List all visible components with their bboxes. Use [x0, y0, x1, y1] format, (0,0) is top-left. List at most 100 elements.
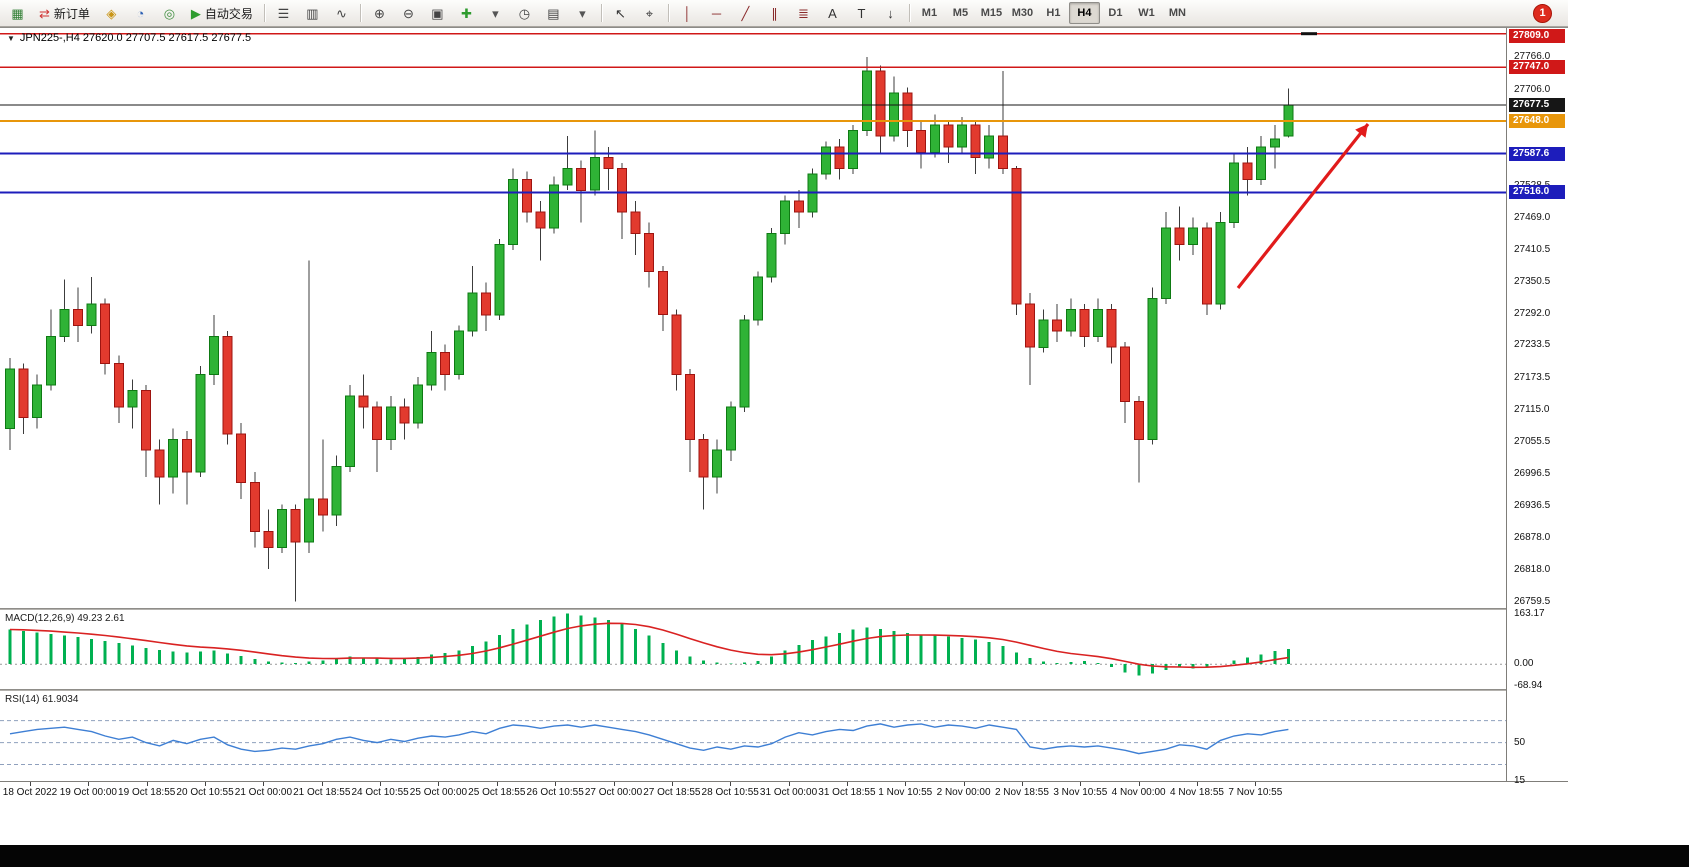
time-axis-label: 2 Nov 18:55: [994, 787, 1049, 798]
new-order-button[interactable]: ⇄ 新订单: [32, 1, 97, 25]
macd-panel-canvas[interactable]: [0, 610, 1506, 689]
toolbar-separator: [908, 4, 910, 22]
timeframe-D1[interactable]: D1: [1108, 7, 1123, 19]
navigator-icon[interactable]: ◎: [155, 1, 184, 25]
taskbar[interactable]: [0, 845, 1689, 867]
market-watch-icon[interactable]: ◔: [126, 1, 155, 25]
price-tag: 27677.5: [1509, 97, 1565, 112]
metaeditor-icon[interactable]: ◈: [97, 1, 126, 25]
candle-down: [113, 363, 124, 408]
candle-up: [508, 178, 519, 245]
line-chart-icon[interactable]: ∿: [327, 1, 356, 25]
notification-badge[interactable]: 1: [1533, 3, 1552, 23]
zoom-in-icon[interactable]: ⊕: [365, 1, 394, 25]
candle-down: [685, 373, 695, 440]
candle-up: [1269, 138, 1280, 148]
candle-up: [1256, 146, 1267, 180]
candlestick-chart-icon[interactable]: ▥: [298, 1, 327, 25]
cursor-icon[interactable]: ↖: [606, 1, 635, 25]
candle-up: [45, 335, 56, 386]
chart-title: ▼ JPN225-,H4 27620.0 27707.5 27617.5 276…: [7, 32, 251, 44]
autotrading-button-label: 自动交易: [204, 6, 253, 21]
candle-down: [481, 292, 491, 316]
timeframe-W1[interactable]: W1: [1138, 7, 1155, 19]
timeframe-M1[interactable]: M1: [921, 7, 938, 19]
templates-dropdown-icon-glyph: ▾: [579, 5, 586, 21]
candle-down: [834, 146, 845, 170]
time-axis-label: 21 Oct 18:55: [293, 787, 351, 798]
equidistant-channel-icon[interactable]: ∥: [760, 1, 789, 25]
candle-up: [5, 368, 15, 429]
candle-up: [889, 92, 899, 137]
time-axis[interactable]: 18 Oct 2022 19 Oct 00:00 19 Oct 18:55 20 Oc…: [0, 781, 1568, 803]
price-axis[interactable]: 27766.027706.027647.827588.027528.527469…: [1506, 28, 1568, 786]
price-chart-canvas[interactable]: [0, 28, 1506, 608]
text-icon[interactable]: A: [818, 1, 847, 25]
time-axis-label: 3 Nov 10:55: [1053, 787, 1108, 798]
time-axis-tick: [1021, 782, 1023, 786]
timeframe-H1[interactable]: H1: [1046, 7, 1061, 19]
panel-splitter[interactable]: [0, 608, 1568, 610]
candle-down: [902, 92, 913, 132]
time-axis-label: 1 Nov 10:55: [878, 787, 933, 798]
timeframe-H4[interactable]: H4: [1068, 2, 1100, 24]
indicators-icon[interactable]: ✚: [452, 1, 481, 25]
candle-down: [290, 509, 301, 543]
templates-dropdown-icon[interactable]: ▾: [568, 1, 597, 25]
horizontal-line-icon[interactable]: ─: [702, 1, 731, 25]
trendline-icon[interactable]: ╱: [731, 1, 760, 25]
annotation-arrow: [1236, 123, 1370, 289]
candle-up: [331, 465, 342, 516]
timeframe-MN[interactable]: MN: [1168, 7, 1186, 19]
price-axis-label: 27410.5: [1514, 243, 1551, 255]
new-chart-icon[interactable]: ▦: [3, 1, 32, 25]
bar-chart-icon[interactable]: ☰: [269, 1, 298, 25]
indicator-list-dropdown-icon[interactable]: ▾: [481, 1, 510, 25]
price-axis-label: 26996.5: [1514, 467, 1551, 479]
fibonacci-icon[interactable]: ≣: [789, 1, 818, 25]
equidistant-channel-icon-glyph: ∥: [771, 5, 778, 21]
time-axis-tick: [1197, 782, 1198, 786]
periods-icon[interactable]: ◷: [510, 1, 539, 25]
candle-down: [970, 124, 981, 159]
arrows-icon[interactable]: ↓: [876, 1, 905, 25]
zoom-out-icon[interactable]: ⊖: [394, 1, 423, 25]
timeframe-M5[interactable]: M5: [952, 7, 969, 19]
candle-down: [1011, 168, 1022, 305]
toolbar-separator: [359, 4, 361, 22]
candle-down: [1025, 303, 1035, 348]
new-order-button-label: 新订单: [53, 6, 90, 21]
time-axis-tick: [321, 782, 323, 786]
text-label-icon[interactable]: T: [847, 1, 876, 25]
candle-down: [521, 178, 532, 213]
timeframe-M15[interactable]: M15: [980, 7, 1003, 19]
candle-down: [317, 498, 328, 516]
time-axis-tick: [905, 782, 907, 786]
candle-up: [589, 157, 600, 191]
crosshair-icon[interactable]: ⌖: [635, 1, 664, 25]
annotation-arrow-head: [1355, 124, 1368, 138]
collapse-subwindow-icon[interactable]: ▼: [7, 33, 15, 43]
timeframe-M30[interactable]: M30: [1011, 7, 1034, 19]
price-axis-label: 27469.0: [1514, 211, 1551, 223]
candle-down: [1201, 227, 1212, 305]
candle-down: [236, 433, 247, 484]
vertical-line-icon[interactable]: │: [673, 1, 702, 25]
candle-down: [1174, 227, 1185, 245]
templates-icon[interactable]: ▤: [539, 1, 568, 25]
candle-up: [753, 276, 763, 321]
autotrading-button[interactable]: ▶ 自动交易: [184, 1, 260, 25]
panel-splitter[interactable]: [0, 689, 1568, 691]
line-chart-icon-glyph: ∿: [335, 5, 347, 21]
price-tag: 27648.0: [1509, 113, 1565, 128]
candle-down: [154, 449, 165, 478]
indicator-list-dropdown-icon-glyph: ▾: [492, 5, 499, 21]
tile-windows-icon[interactable]: ▣: [423, 1, 452, 25]
candle-down: [671, 314, 682, 375]
time-axis-label: 19 Oct 00:00: [59, 787, 117, 798]
rsi-panel-canvas[interactable]: [0, 691, 1506, 781]
time-axis-tick: [1138, 782, 1140, 786]
time-axis-tick: [380, 782, 382, 786]
candle-up: [929, 124, 940, 153]
time-axis-tick: [963, 782, 965, 786]
